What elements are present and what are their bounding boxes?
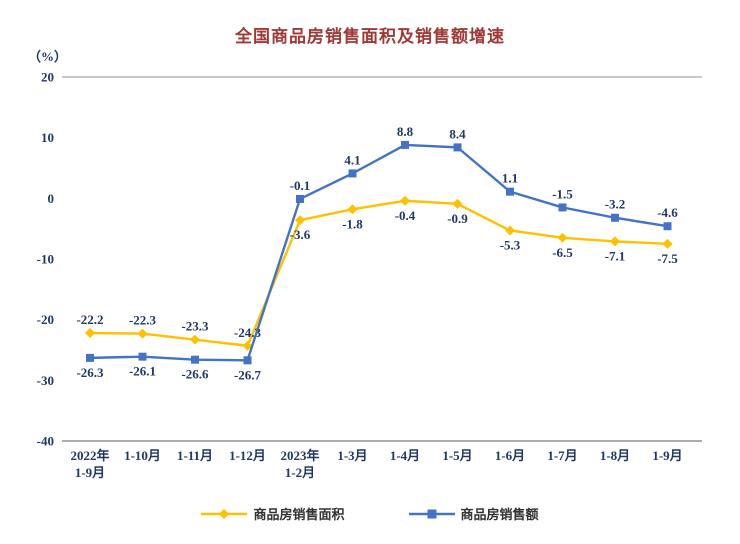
data-label: 4.1 xyxy=(344,152,360,167)
data-label: -0.9 xyxy=(447,211,468,226)
y-tick-label: 0 xyxy=(48,191,55,206)
data-label: -4.6 xyxy=(657,205,678,220)
legend-marker-sales-area xyxy=(201,508,248,519)
line-chart: （%） 20 10 0 -10 -20 -30 -40 2022年 1-9月 1-10月 1-11月 1… xyxy=(28,49,702,480)
square-data-point xyxy=(611,213,619,222)
square-data-point xyxy=(506,187,514,196)
data-label: -22.3 xyxy=(129,313,157,328)
data-label: -0.4 xyxy=(395,208,416,223)
x-category-label: 1-12月 xyxy=(229,448,266,463)
diamond-data-point xyxy=(85,328,95,339)
data-label: -3.2 xyxy=(605,197,626,212)
series-line-1 xyxy=(88,143,669,362)
x-category-label: 1-3月 xyxy=(337,448,367,463)
data-label: 8.4 xyxy=(449,126,466,141)
square-data-point xyxy=(296,194,304,203)
x-category-label: 1-5月 xyxy=(442,448,472,463)
x-category-label: 1-11月 xyxy=(177,448,213,463)
data-label: -22.2 xyxy=(76,312,103,327)
legend-label-sales-value: 商品房销售额 xyxy=(460,507,539,522)
data-label: -23.3 xyxy=(181,319,209,334)
data-label: -1.5 xyxy=(552,186,573,201)
square-data-point xyxy=(191,355,199,364)
data-label: -1.8 xyxy=(342,216,363,231)
x-category-label: 1-10月 xyxy=(124,448,161,463)
square-data-point xyxy=(348,169,357,178)
y-axis-unit-label: （%） xyxy=(28,49,67,64)
y-tick-label: -10 xyxy=(37,252,54,267)
diamond-data-point xyxy=(242,340,253,351)
x-category-label: 1-4月 xyxy=(390,448,420,463)
square-data-point xyxy=(663,222,672,231)
y-tick-label: 10 xyxy=(41,130,54,145)
chart-title: 全国商品房销售面积及销售额增速 xyxy=(235,27,505,46)
y-tick-label: -40 xyxy=(37,434,54,449)
data-label: -26.7 xyxy=(234,367,262,382)
data-label: 8.8 xyxy=(397,124,414,139)
data-label: -5.3 xyxy=(500,237,521,252)
diamond-data-point xyxy=(190,334,200,345)
diamond-data-point xyxy=(295,215,305,226)
x-category-label: 1-7月 xyxy=(547,448,577,463)
diamond-data-point xyxy=(610,236,620,247)
y-tick-label: 20 xyxy=(41,70,54,85)
diamond-data-point xyxy=(505,225,515,236)
data-label: -6.5 xyxy=(552,245,573,260)
x-category-label: 1-8月 xyxy=(600,448,630,463)
diamond-marker-icon xyxy=(219,508,230,519)
legend: 商品房销售面积 商品房销售额 xyxy=(0,504,740,523)
data-label: -3.6 xyxy=(290,227,311,242)
square-data-point xyxy=(558,203,567,212)
square-data-point xyxy=(243,356,252,365)
data-label: -26.6 xyxy=(181,367,209,382)
y-tick-label: -30 xyxy=(37,373,54,388)
diamond-data-point xyxy=(400,195,410,206)
diamond-data-point xyxy=(557,232,568,243)
diamond-data-point xyxy=(452,198,463,209)
square-data-point xyxy=(453,143,462,152)
x-category-label: 2023年 1-2月 xyxy=(280,448,319,480)
square-marker-icon xyxy=(427,509,436,518)
legend-label-sales-area: 商品房销售面积 xyxy=(253,507,345,522)
data-label: -26.1 xyxy=(129,364,156,379)
data-label: -0.1 xyxy=(290,178,311,193)
x-category-label: 1-9月 xyxy=(652,448,682,463)
square-data-point xyxy=(86,353,94,362)
legend-item-sales-value: 商品房销售额 xyxy=(408,504,539,523)
square-data-point xyxy=(401,140,409,149)
legend-marker-sales-value xyxy=(408,509,455,518)
data-label: -7.5 xyxy=(657,251,678,266)
diamond-data-point xyxy=(137,328,148,339)
diamond-data-point xyxy=(347,204,358,215)
square-data-point xyxy=(138,352,147,361)
data-label: 1.1 xyxy=(502,171,518,186)
diamond-data-point xyxy=(662,238,673,249)
series-line-0 xyxy=(88,199,669,347)
x-category-label: 1-6月 xyxy=(495,448,525,463)
x-category-label: 2022年 1-9月 xyxy=(70,448,109,480)
legend-item-sales-area: 商品房销售面积 xyxy=(201,504,345,523)
data-label: -26.3 xyxy=(76,365,104,380)
y-tick-label: -20 xyxy=(37,312,54,327)
data-label: -7.1 xyxy=(605,248,626,263)
